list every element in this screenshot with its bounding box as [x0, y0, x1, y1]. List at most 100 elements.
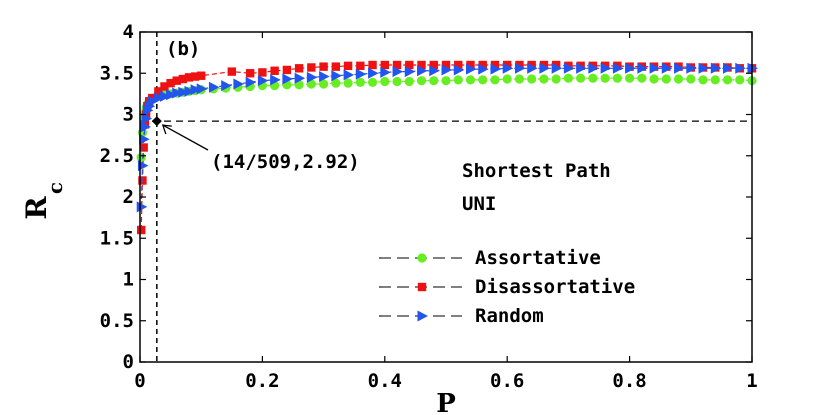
legend-marker-random	[417, 310, 428, 322]
data-point-assortative	[343, 78, 353, 88]
x-axis-label: P	[436, 389, 456, 415]
data-point-random	[563, 62, 575, 74]
data-point-assortative	[404, 76, 414, 87]
data-point-disassortative	[172, 76, 181, 85]
data-point-random	[417, 65, 428, 77]
data-point-assortative	[527, 74, 537, 84]
data-point-random	[600, 62, 612, 74]
data-point-random	[735, 62, 746, 74]
y-tick-label: 1.5	[100, 227, 134, 249]
data-point-assortative	[453, 75, 463, 85]
x-tick-label: 0	[134, 370, 145, 392]
x-tick-label: 0.2	[245, 370, 279, 392]
data-point-assortative	[465, 75, 476, 85]
legend: Assortative Disassortative Random	[379, 247, 635, 327]
data-point-assortative	[600, 73, 610, 83]
data-point-assortative	[416, 76, 427, 86]
data-point-disassortative	[392, 60, 402, 70]
y-tick-label: 1	[123, 269, 134, 291]
data-point-random	[368, 67, 379, 79]
data-point-random	[539, 62, 550, 74]
data-point-random	[208, 81, 220, 93]
data-point-random	[141, 113, 153, 125]
legend-item-disassortative: Disassortative	[379, 276, 635, 298]
y-tick-label: 3	[123, 104, 134, 126]
data-point-disassortative	[429, 60, 438, 70]
y-tick-label: 0.5	[100, 310, 134, 332]
data-point-assortative	[588, 73, 598, 83]
data-point-random	[723, 62, 734, 74]
data-point-random	[453, 64, 465, 76]
data-point-random	[153, 92, 165, 104]
data-point-assortative	[478, 75, 488, 85]
legend-marker-disassortative	[417, 282, 427, 292]
x-tick-label: 0.6	[490, 370, 524, 392]
data-point-disassortative	[160, 82, 169, 91]
legend-item-assortative: Assortative	[379, 247, 601, 269]
data-point-assortative	[502, 74, 512, 84]
data-point-disassortative	[551, 60, 561, 70]
data-point-disassortative	[245, 69, 255, 78]
data-point-random	[710, 62, 722, 74]
data-point-assortative	[612, 73, 622, 83]
critical-point-marker	[151, 116, 162, 127]
data-point-disassortative	[405, 60, 414, 70]
data-point-assortative	[380, 76, 390, 87]
data-point-random	[159, 90, 171, 102]
data-point-assortative	[710, 75, 720, 85]
data-point-assortative	[429, 76, 439, 86]
legend-item-random: Random	[379, 305, 544, 327]
data-point-disassortative	[258, 68, 267, 77]
y-axis-label-main: R	[20, 196, 53, 220]
data-point-random	[221, 80, 232, 92]
y-tick-label: 3.5	[100, 62, 134, 84]
data-point-assortative	[735, 75, 745, 85]
data-point-random	[178, 86, 189, 98]
data-point-random	[245, 76, 257, 88]
y-tick-label: 2.5	[100, 145, 134, 167]
data-point-assortative	[367, 77, 378, 87]
data-point-random	[637, 62, 648, 74]
data-point-disassortative	[539, 60, 549, 70]
data-point-disassortative	[137, 225, 146, 235]
data-point-random	[257, 75, 269, 87]
data-point-random	[147, 95, 159, 107]
data-point-random	[441, 64, 452, 76]
data-point-random	[282, 73, 293, 85]
data-point-random	[331, 70, 342, 82]
series-layer	[136, 60, 758, 235]
data-point-assortative	[722, 75, 733, 85]
data-point-random	[343, 69, 355, 81]
y-tick-label: 2	[123, 186, 134, 208]
data-point-random	[588, 62, 599, 74]
legend-label: Disassortative	[475, 276, 635, 298]
y-axis-label-subscript: c	[43, 182, 67, 194]
series-random	[136, 62, 758, 213]
data-point-random	[490, 63, 501, 75]
data-point-disassortative	[307, 63, 316, 72]
y-tick-label: 4	[123, 21, 134, 43]
data-point-random	[465, 63, 477, 75]
data-point-random	[661, 62, 673, 74]
critical-point-arrow	[162, 124, 209, 151]
data-point-random	[625, 62, 636, 74]
data-point-disassortative	[490, 60, 500, 70]
data-point-disassortative	[270, 66, 279, 75]
data-point-random	[686, 62, 697, 74]
data-point-random	[514, 62, 526, 74]
data-point-disassortative	[197, 71, 206, 80]
data-point-disassortative	[331, 62, 341, 71]
data-point-disassortative	[454, 60, 463, 70]
data-point-disassortative	[141, 110, 151, 119]
data-point-random	[527, 62, 538, 74]
data-point-assortative	[319, 79, 329, 89]
critical-point-label: (14/509,2.92)	[211, 151, 360, 173]
data-point-random	[551, 62, 563, 74]
data-point-disassortative	[417, 60, 426, 70]
data-point-random	[355, 68, 367, 80]
data-point-assortative	[355, 77, 365, 87]
data-point-assortative	[661, 74, 671, 84]
data-point-assortative	[441, 76, 451, 86]
data-point-random	[140, 121, 151, 133]
data-point-random	[196, 83, 208, 95]
